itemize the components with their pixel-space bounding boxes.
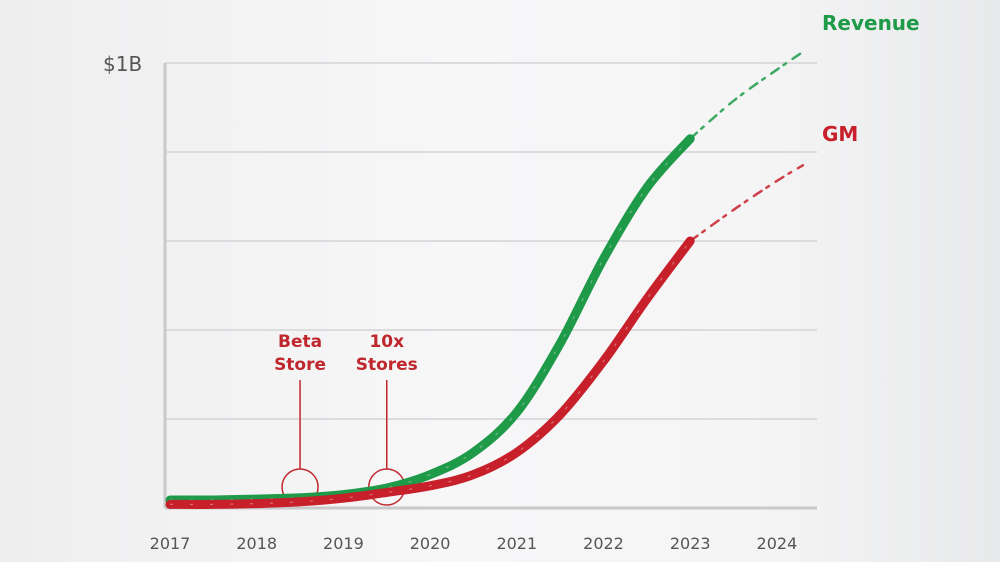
x-tick-label: 2017 — [150, 534, 191, 553]
x-tick-labels: 2017 2018 2019 2020 2021 2022 2023 2024 — [150, 534, 798, 553]
gm-line — [165, 236, 695, 509]
annotation-label: Stores — [356, 355, 418, 375]
revenue-line — [165, 134, 695, 505]
x-tick-label: 2024 — [757, 534, 798, 553]
x-tick-label: 2018 — [236, 534, 277, 553]
y-axis-top-label: $1B — [103, 52, 142, 76]
series-labels: Revenue GM — [822, 11, 920, 146]
gm-line-texture — [169, 240, 691, 506]
revenue-series-label: Revenue — [822, 11, 920, 35]
annotation-label: Store — [274, 355, 326, 375]
x-tick-label: 2022 — [583, 534, 624, 553]
gm-series-label: GM — [822, 122, 858, 146]
axes — [163, 63, 817, 510]
x-tick-label: 2020 — [410, 534, 451, 553]
x-tick-label: 2023 — [670, 534, 711, 553]
revenue-projection — [688, 50, 805, 140]
annotation-label: Beta — [278, 332, 322, 352]
annotation-label: 10x — [369, 332, 404, 352]
gridlines — [165, 62, 817, 420]
revenue-line-texture — [169, 138, 691, 501]
gm-projection — [688, 164, 805, 243]
x-tick-label: 2021 — [496, 534, 537, 553]
x-tick-label: 2019 — [323, 534, 364, 553]
series-lines — [165, 50, 805, 509]
